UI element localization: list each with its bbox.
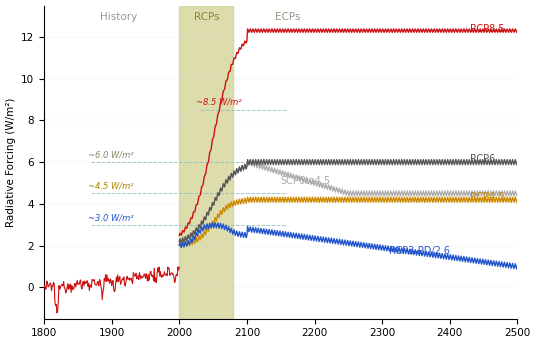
- Bar: [180, 6, 233, 319]
- Text: RCP8.5: RCP8.5: [470, 23, 504, 33]
- Text: RCPs: RCPs: [193, 12, 219, 22]
- Text: ~8.5 W/m²: ~8.5 W/m²: [196, 98, 242, 107]
- Text: ECPs: ECPs: [275, 12, 300, 22]
- Text: ~6.0 W/m²: ~6.0 W/m²: [88, 151, 133, 160]
- Text: RCP3-PD/2.6: RCP3-PD/2.6: [389, 246, 450, 256]
- Text: ~3.0 W/m²: ~3.0 W/m²: [88, 213, 133, 222]
- Text: ~4.5 W/m²: ~4.5 W/m²: [88, 182, 133, 191]
- Text: SCP6to4.5: SCP6to4.5: [281, 176, 331, 186]
- Text: RCP4.5: RCP4.5: [470, 192, 504, 202]
- Text: History: History: [100, 12, 137, 22]
- Y-axis label: Radiative Forcing (W/m²): Radiative Forcing (W/m²): [5, 97, 16, 227]
- Text: RCP6: RCP6: [470, 154, 495, 164]
